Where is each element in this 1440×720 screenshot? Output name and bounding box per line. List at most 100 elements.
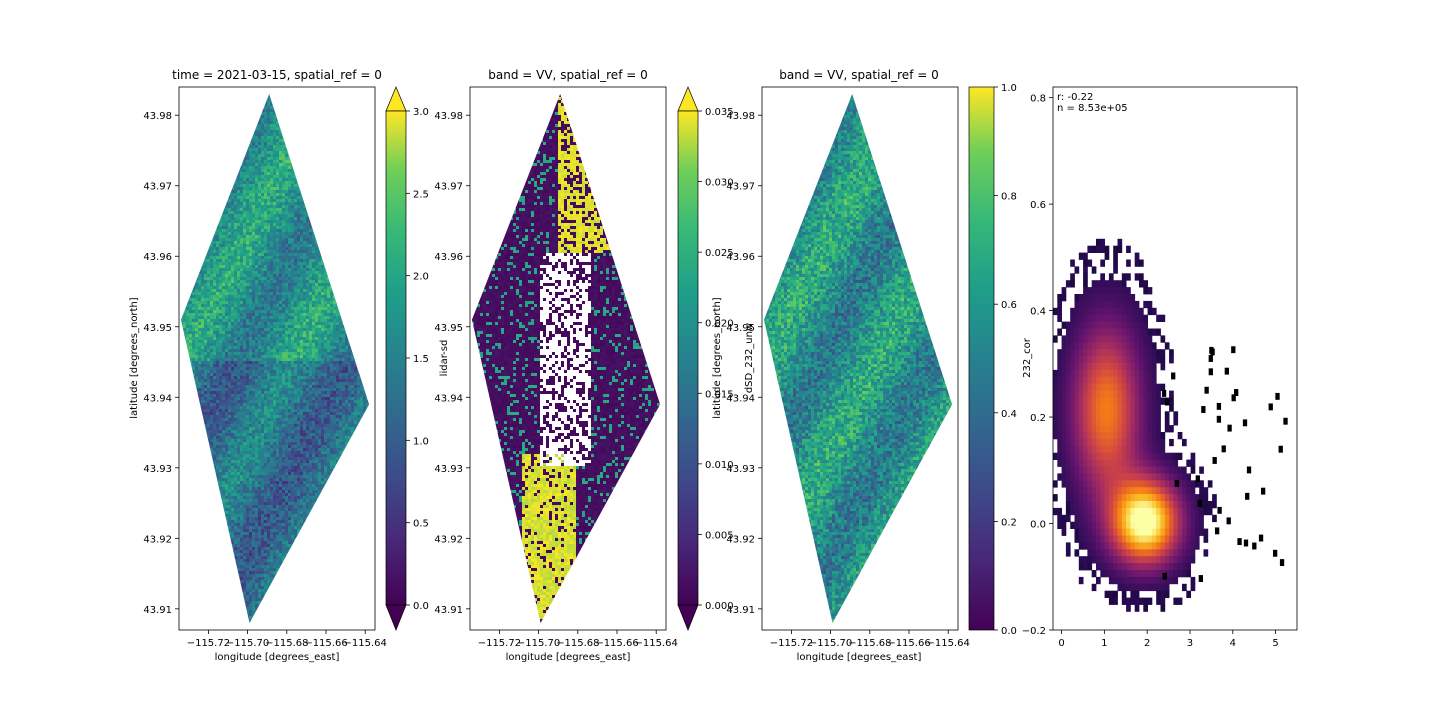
raster-cell — [339, 286, 342, 289]
raster-cell — [201, 289, 204, 292]
raster-cell — [333, 295, 336, 298]
raster-cell — [231, 184, 234, 187]
raster-cell — [369, 202, 370, 205]
raster-cell — [261, 205, 264, 208]
raster-cell — [369, 103, 370, 106]
raster-cell — [204, 103, 207, 106]
raster-cell — [228, 265, 231, 268]
raster-cell — [195, 124, 198, 127]
raster-cell — [333, 115, 336, 118]
raster-cell — [234, 163, 237, 166]
raster-cell — [285, 193, 288, 196]
raster-cell — [210, 286, 213, 289]
raster-cell — [327, 307, 330, 310]
raster-cell — [264, 181, 267, 184]
raster-cell — [345, 289, 348, 292]
raster-cell — [261, 208, 264, 211]
raster-cell — [249, 130, 252, 133]
raster-cell — [342, 304, 345, 307]
raster-cell — [300, 94, 303, 97]
raster-cell — [264, 232, 267, 235]
raster-cell — [282, 229, 285, 232]
raster-cell — [291, 97, 294, 100]
raster-cell — [279, 295, 282, 298]
raster-cell — [366, 298, 369, 301]
raster-cell — [237, 118, 240, 121]
raster-cell — [297, 106, 300, 109]
raster-cell — [240, 295, 243, 298]
raster-cell — [351, 247, 354, 250]
raster-cell — [315, 133, 318, 136]
raster-cell — [351, 121, 354, 124]
raster-cell — [252, 241, 255, 244]
raster-cell — [336, 208, 339, 211]
raster-cell — [258, 298, 261, 301]
raster-cell — [357, 190, 360, 193]
raster-cell — [309, 118, 312, 121]
raster-cell — [297, 289, 300, 292]
raster-cell — [246, 217, 249, 220]
raster-cell — [366, 169, 369, 172]
raster-cell — [213, 133, 216, 136]
raster-cell — [306, 118, 309, 121]
raster-cell — [219, 196, 222, 199]
raster-cell — [228, 190, 231, 193]
raster-cell — [255, 238, 258, 241]
raster-cell — [363, 154, 366, 157]
raster-cell — [213, 109, 216, 112]
raster-cell — [279, 265, 282, 268]
raster-cell — [180, 190, 183, 193]
raster-cell — [285, 136, 288, 139]
raster-cell — [243, 244, 246, 247]
raster-cell — [249, 259, 252, 262]
raster-cell — [342, 226, 345, 229]
raster-cell — [288, 295, 291, 298]
raster-cell — [300, 154, 303, 157]
raster-cell — [270, 262, 273, 265]
raster-cell — [336, 310, 339, 313]
raster-cell — [261, 106, 264, 109]
raster-cell — [189, 241, 192, 244]
raster-cell — [234, 253, 237, 256]
raster-cell — [324, 277, 327, 280]
raster-cell — [204, 217, 207, 220]
raster-cell — [339, 274, 342, 277]
raster-cell — [225, 202, 228, 205]
raster-cell — [321, 154, 324, 157]
raster-cell — [288, 271, 291, 274]
raster-cell — [351, 295, 354, 298]
raster-cell — [282, 148, 285, 151]
raster-cell — [255, 190, 258, 193]
raster-cell — [327, 211, 330, 214]
raster-cell — [294, 121, 297, 124]
raster-cell — [270, 175, 273, 178]
raster-cell — [258, 163, 261, 166]
raster-cell — [204, 289, 207, 292]
raster-cell — [204, 160, 207, 163]
raster-cell — [264, 295, 267, 298]
raster-cell — [213, 223, 216, 226]
raster-cell — [204, 232, 207, 235]
raster-cell — [333, 325, 336, 328]
raster-cell — [282, 280, 285, 283]
raster-cell — [213, 181, 216, 184]
raster-cell — [300, 214, 303, 217]
raster-cell — [267, 271, 270, 274]
raster-cell — [216, 265, 219, 268]
raster-cell — [306, 112, 309, 115]
raster-cell — [183, 298, 186, 301]
raster-cell — [309, 166, 312, 169]
raster-cell — [279, 313, 282, 316]
raster-cell — [228, 316, 231, 319]
raster-cell — [240, 280, 243, 283]
raster-cell — [354, 289, 357, 292]
raster-cell — [210, 322, 213, 325]
raster-cell — [312, 160, 315, 163]
raster-cell — [303, 262, 306, 265]
raster-cell — [222, 190, 225, 193]
raster-cell — [300, 178, 303, 181]
raster-cell — [306, 190, 309, 193]
raster-cell — [225, 304, 228, 307]
raster-cell — [342, 109, 345, 112]
raster-cell — [294, 205, 297, 208]
